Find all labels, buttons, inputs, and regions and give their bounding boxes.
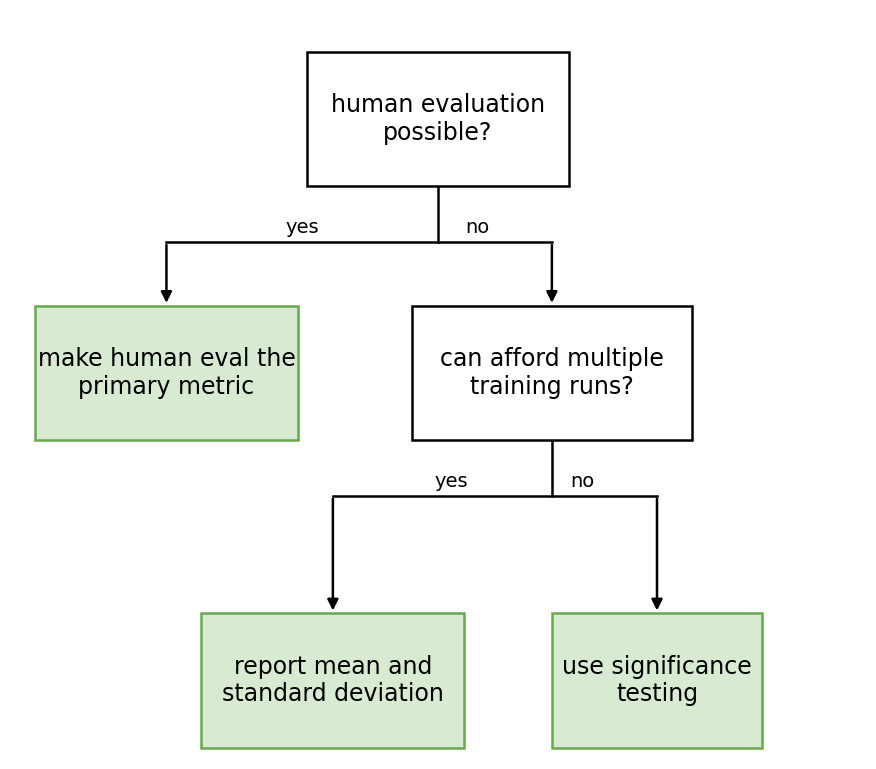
FancyBboxPatch shape [201,614,464,747]
Text: no: no [465,218,490,237]
Text: yes: yes [286,218,319,237]
FancyBboxPatch shape [35,305,298,440]
FancyBboxPatch shape [307,52,569,187]
Text: use significance
testing: use significance testing [562,654,752,707]
Text: report mean and
standard deviation: report mean and standard deviation [222,654,444,707]
Text: yes: yes [434,471,468,491]
FancyBboxPatch shape [412,305,692,440]
Text: can afford multiple
training runs?: can afford multiple training runs? [440,347,664,399]
Text: no: no [570,471,595,491]
Text: make human eval the
primary metric: make human eval the primary metric [38,347,295,399]
Text: human evaluation
possible?: human evaluation possible? [331,93,545,145]
FancyBboxPatch shape [552,614,762,747]
